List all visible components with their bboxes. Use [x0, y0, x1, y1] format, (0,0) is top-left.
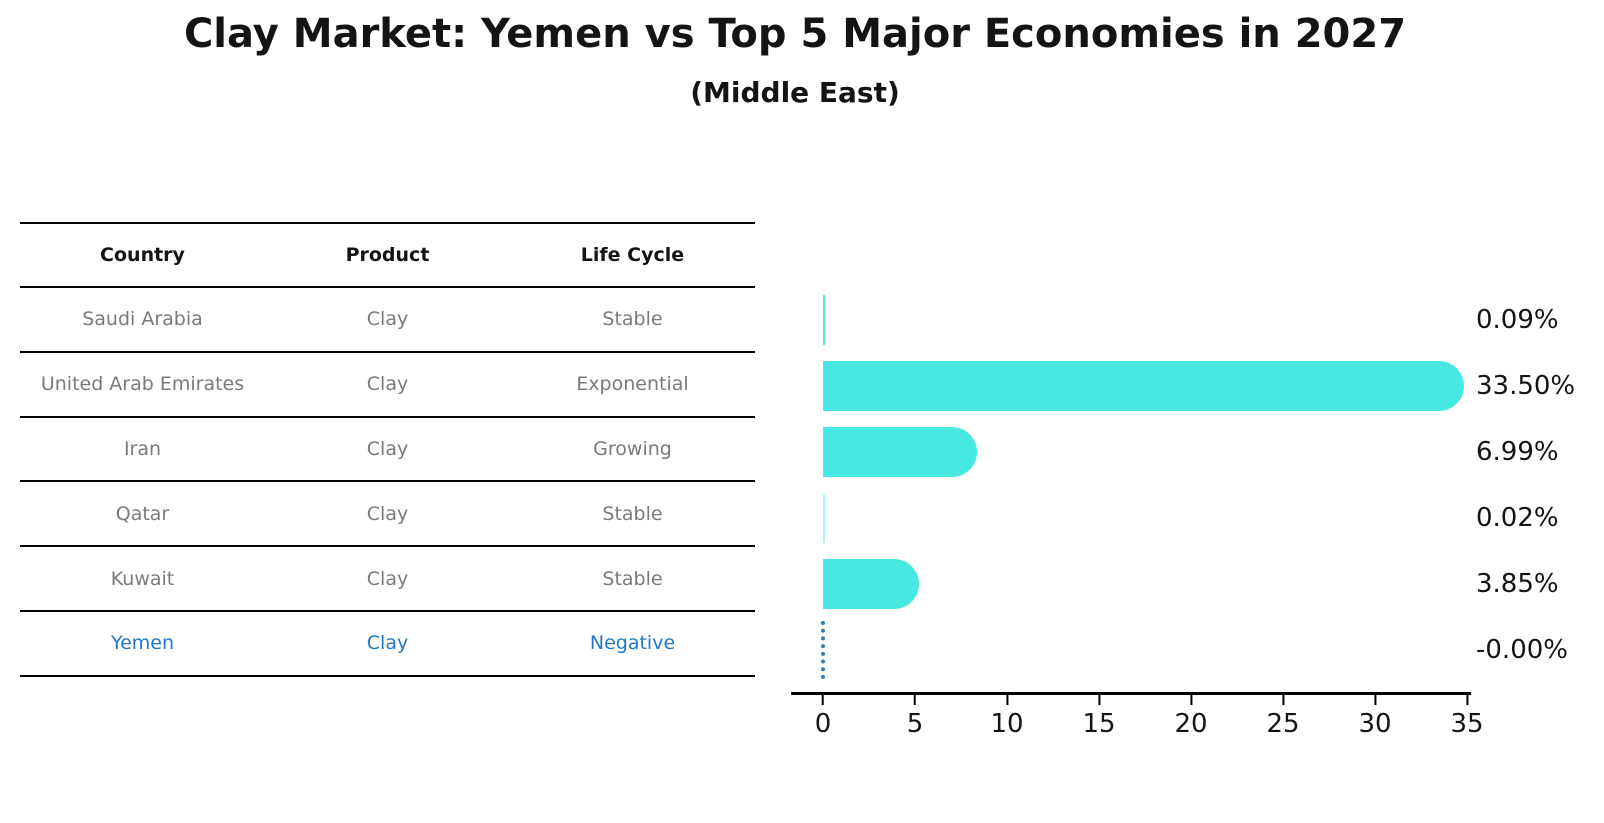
table-row-yemen: Yemen Clay Negative [20, 612, 755, 677]
bar-row [821, 621, 1468, 679]
x-axis-tick: 0 [814, 695, 832, 739]
cell-country: Yemen [110, 632, 174, 655]
bar-qatar [823, 493, 825, 543]
x-axis-tick-mark [1006, 695, 1008, 705]
value-label-qatar: 0.02% [1476, 503, 1559, 533]
x-axis-tick-label: 30 [1358, 709, 1392, 739]
cell-life-cycle: Exponential [576, 373, 689, 396]
cell-country: Saudi Arabia [82, 308, 203, 331]
x-axis-tick-mark [1190, 695, 1192, 705]
value-label-yemen: -0.00% [1476, 635, 1568, 665]
cell-life-cycle: Stable [602, 567, 663, 590]
cell-product: Clay [366, 632, 409, 655]
x-axis-tick-label: 25 [1266, 709, 1300, 739]
cell-product: Clay [366, 373, 409, 396]
x-axis-tick: 30 [1358, 695, 1392, 739]
x-axis-tick-mark [1098, 695, 1100, 705]
x-axis-line [791, 692, 1471, 695]
bar-row [823, 559, 1468, 609]
x-axis-tick: 5 [906, 695, 924, 739]
x-axis-tick: 10 [990, 695, 1024, 739]
x-axis-tick: 35 [1450, 695, 1484, 739]
x-axis-tick-mark [913, 695, 916, 705]
x-axis-tick-mark [1282, 695, 1284, 705]
x-axis-tick-label: 15 [1082, 709, 1116, 739]
value-label-kuwait: 3.85% [1476, 569, 1559, 599]
x-axis-tick: 15 [1082, 695, 1116, 739]
x-axis-tick-mark [821, 695, 824, 705]
x-axis-tick-label: 20 [1174, 709, 1208, 739]
cell-country: United Arab Emirates [40, 373, 245, 396]
value-label-saudi-arabia: 0.09% [1476, 305, 1559, 335]
chart-title: Clay Market: Yemen vs Top 5 Major Econom… [183, 11, 1407, 57]
value-label-iran: 6.99% [1476, 437, 1559, 467]
table-row-iran: Iran Clay Growing [20, 418, 755, 483]
column-header-life-cycle: Life Cycle [580, 244, 685, 266]
bar-saudi-arabia [823, 295, 825, 345]
bar-row [823, 295, 1468, 345]
cell-product: Clay [366, 308, 409, 331]
bar-iran [823, 427, 977, 477]
value-label-united-arab-emirates: 33.50% [1476, 371, 1576, 401]
bar-kuwait [823, 559, 919, 609]
x-axis-tick: 25 [1266, 695, 1300, 739]
x-axis-tick-label: 10 [990, 709, 1024, 739]
table-row-qatar: Qatar Clay Stable [20, 482, 755, 548]
bar-row [823, 493, 1468, 543]
x-axis-tick: 20 [1174, 695, 1208, 739]
cell-product: Clay [366, 437, 409, 460]
x-axis-tick-label: 35 [1450, 709, 1484, 739]
column-header-product: Product [345, 244, 430, 266]
x-axis-tick-mark [1466, 695, 1468, 705]
table-header-row: Country Product Life Cycle [20, 222, 755, 288]
bar-united-arab-emirates [823, 361, 1465, 411]
country-table: Country Product Life Cycle Saudi Arabia … [20, 222, 755, 677]
bar-row [823, 427, 1468, 477]
x-axis-tick-label: 0 [814, 709, 832, 739]
x-axis-tick-label: 5 [906, 709, 924, 739]
column-header-country: Country [100, 244, 185, 266]
table-row-saudi-arabia: Saudi Arabia Clay Stable [20, 288, 755, 353]
cell-life-cycle: Negative [589, 632, 676, 655]
x-axis-tick-mark [1374, 695, 1376, 705]
bar-yemen [821, 621, 825, 679]
cell-life-cycle: Growing [593, 437, 672, 460]
cell-country: Iran [123, 437, 162, 460]
cell-product: Clay [366, 502, 409, 525]
cell-country: Kuwait [110, 567, 175, 590]
chart-subtitle: (Middle East) [690, 76, 900, 109]
plot-area [821, 290, 1468, 693]
table-row-united-arab-emirates: United Arab Emirates Clay Exponential [20, 353, 755, 418]
cell-life-cycle: Stable [602, 502, 663, 525]
table-row-kuwait: Kuwait Clay Stable [20, 547, 755, 612]
cell-country: Qatar [115, 502, 170, 525]
cell-product: Clay [366, 567, 409, 590]
bar-row [823, 361, 1468, 411]
cell-life-cycle: Stable [602, 308, 663, 331]
